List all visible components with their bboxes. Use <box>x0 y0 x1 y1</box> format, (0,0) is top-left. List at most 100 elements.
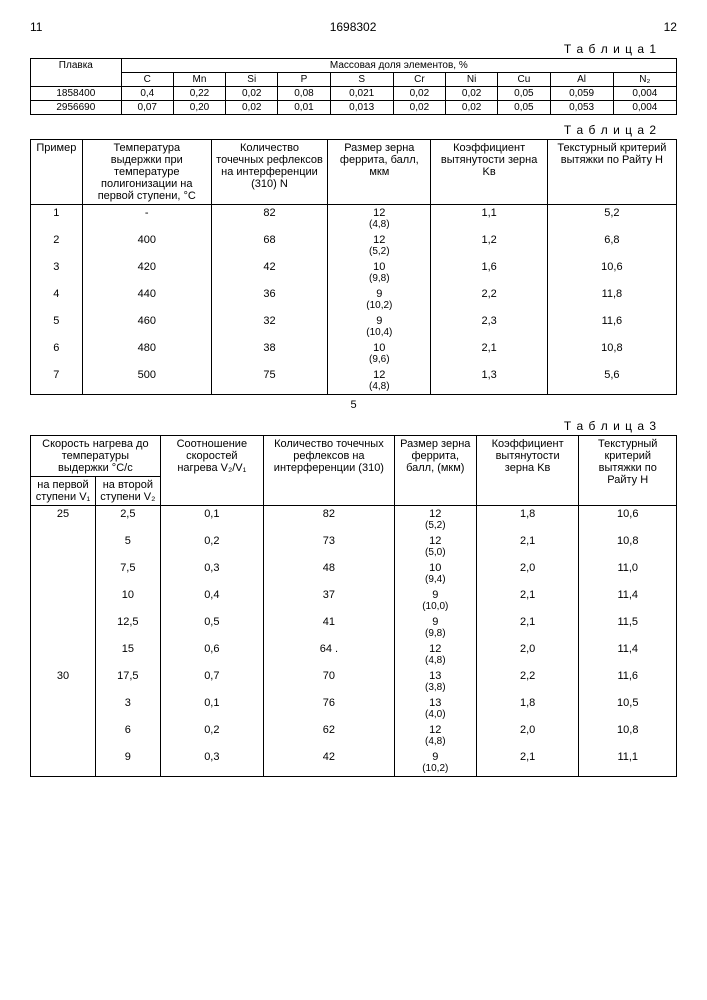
t3-cell: 11,1 <box>579 749 677 777</box>
t1-cell: 0,02 <box>446 87 498 101</box>
t3-cell: 0,4 <box>160 587 263 614</box>
t3-cell: 12(4,8) <box>394 641 476 668</box>
t2-cell: 420 <box>82 259 211 286</box>
t3-cell <box>31 560 96 587</box>
t3-cell: 9(10,2) <box>394 749 476 777</box>
t3-cell: 2,2 <box>476 668 579 695</box>
t3-h-v2: на второй ступени V₂ <box>95 477 160 506</box>
t1-cell: 0,004 <box>613 101 676 115</box>
t1-plavka: 2956690 <box>31 101 122 115</box>
t3-cell: 30 <box>31 668 96 695</box>
t2-cell: 9(10,2) <box>328 286 431 313</box>
t3-cell: 11,4 <box>579 641 677 668</box>
t1-cell: 0,02 <box>226 87 278 101</box>
t3-cell: 9 <box>95 749 160 777</box>
t3-cell: 15 <box>95 641 160 668</box>
t3-cell: 6 <box>95 722 160 749</box>
t3-cell: 13(3,8) <box>394 668 476 695</box>
t3-cell: 7,5 <box>95 560 160 587</box>
t2-cell: - <box>82 205 211 233</box>
t2-cell: 5,2 <box>547 205 676 233</box>
t1-col: Mn <box>173 73 225 87</box>
t2-cell: 42 <box>211 259 327 286</box>
t2-cell: 2,2 <box>431 286 547 313</box>
t1-col: N₂ <box>613 73 676 87</box>
table2: ПримерТемпература выдержки при температу… <box>30 139 677 395</box>
t2-cell: 10,6 <box>547 259 676 286</box>
t1-col: Cr <box>393 73 445 87</box>
t2-cell: 4 <box>31 286 83 313</box>
t3-cell: 82 <box>263 506 394 534</box>
t3-cell: 1,8 <box>476 695 579 722</box>
t3-h-kv: Коэффициент вытянутости зерна Kв <box>476 436 579 506</box>
page-left: 11 <box>30 20 42 34</box>
t2-cell: 32 <box>211 313 327 340</box>
t2-col: Текстурный критерий вытяжки по Райту H <box>547 140 676 205</box>
t3-cell: 11,5 <box>579 614 677 641</box>
t2-col: Размер зерна феррита, балл, мкм <box>328 140 431 205</box>
t1-cell: 0,02 <box>393 101 445 115</box>
t1-col: P <box>278 73 330 87</box>
t2-cell: 5,6 <box>547 367 676 395</box>
t2-cell: 36 <box>211 286 327 313</box>
t3-h-grain: Размер зерна феррита, балл, (мкм) <box>394 436 476 506</box>
t3-cell: 13(4,0) <box>394 695 476 722</box>
t1-cell: 0,20 <box>173 101 225 115</box>
t3-cell: 12,5 <box>95 614 160 641</box>
t3-cell: 0,1 <box>160 506 263 534</box>
t2-cell: 6 <box>31 340 83 367</box>
t2-cell: 10(9,8) <box>328 259 431 286</box>
t3-cell: 2,0 <box>476 641 579 668</box>
t3-cell: 11,0 <box>579 560 677 587</box>
t1-col: C <box>121 73 173 87</box>
t3-cell: 42 <box>263 749 394 777</box>
t2-cell: 1 <box>31 205 83 233</box>
table2-footer-num: 5 <box>30 399 677 411</box>
t3-cell: 25 <box>31 506 96 534</box>
t3-cell: 0,3 <box>160 749 263 777</box>
t3-cell: 12(4,8) <box>394 722 476 749</box>
table1-label: Т а б л и ц а 1 <box>30 42 657 56</box>
t1-cell: 0,05 <box>498 87 550 101</box>
t1-h-mass: Массовая доля элементов, % <box>121 59 676 73</box>
t1-cell: 0,05 <box>498 101 550 115</box>
t3-cell: 0,6 <box>160 641 263 668</box>
t1-cell: 0,02 <box>393 87 445 101</box>
t1-cell: 0,02 <box>226 101 278 115</box>
page-right: 12 <box>664 20 677 34</box>
t1-cell: 0,07 <box>121 101 173 115</box>
t2-cell: 38 <box>211 340 327 367</box>
t2-cell: 500 <box>82 367 211 395</box>
t3-cell: 10(9,4) <box>394 560 476 587</box>
t3-cell: 48 <box>263 560 394 587</box>
t2-cell: 9(10,4) <box>328 313 431 340</box>
t1-col: Al <box>550 73 613 87</box>
t2-cell: 400 <box>82 232 211 259</box>
t2-cell: 1,1 <box>431 205 547 233</box>
t3-cell: 12(5,0) <box>394 533 476 560</box>
t3-cell <box>31 749 96 777</box>
t3-cell: 41 <box>263 614 394 641</box>
t2-col: Количество точечных рефлексов на интерфе… <box>211 140 327 205</box>
t1-cell: 0,013 <box>330 101 393 115</box>
t2-cell: 75 <box>211 367 327 395</box>
t2-cell: 82 <box>211 205 327 233</box>
t3-cell: 10,6 <box>579 506 677 534</box>
t1-cell: 0,021 <box>330 87 393 101</box>
t3-cell: 5 <box>95 533 160 560</box>
t2-cell: 460 <box>82 313 211 340</box>
t3-cell: 2,1 <box>476 587 579 614</box>
t3-cell <box>31 641 96 668</box>
t3-cell: 10,8 <box>579 722 677 749</box>
t3-cell: 76 <box>263 695 394 722</box>
t1-col: Si <box>226 73 278 87</box>
page-header: 11 1698302 12 <box>30 20 677 34</box>
t3-cell: 9(10,0) <box>394 587 476 614</box>
t3-cell: 2,0 <box>476 560 579 587</box>
t2-cell: 68 <box>211 232 327 259</box>
t1-h-plavka: Плавка <box>31 59 122 87</box>
t1-cell: 0,004 <box>613 87 676 101</box>
t2-cell: 1,3 <box>431 367 547 395</box>
t2-cell: 6,8 <box>547 232 676 259</box>
t2-cell: 1,2 <box>431 232 547 259</box>
